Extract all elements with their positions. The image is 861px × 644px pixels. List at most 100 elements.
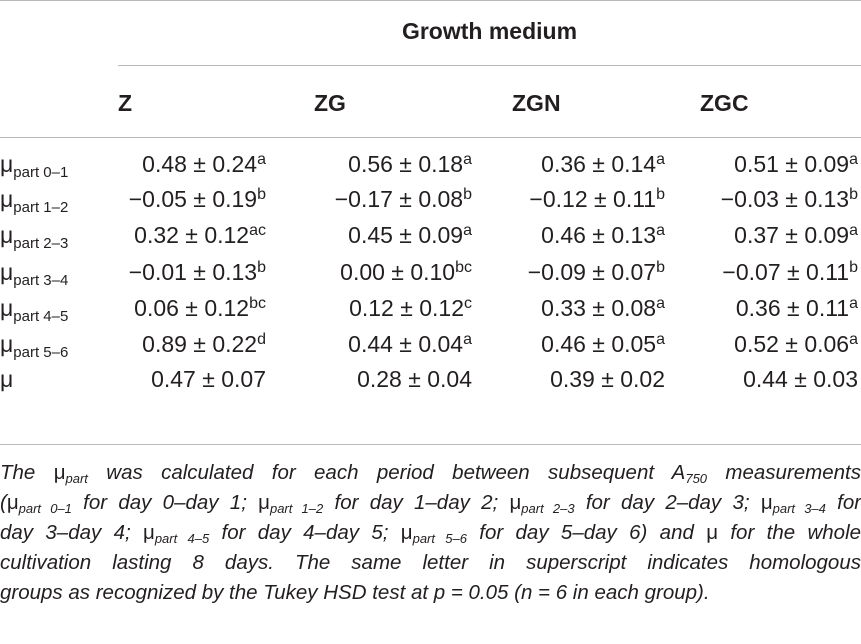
table-cell: −0.12 ± 0.11b	[529, 182, 665, 216]
cell-value: 0.33 ± 0.08	[541, 295, 657, 321]
cell-value: −0.12 ± 0.11	[529, 186, 657, 212]
table-cell: −0.09 ± 0.07b	[528, 255, 665, 289]
table-cell: 0.56 ± 0.18a	[348, 147, 472, 181]
cell-value: 0.51 ± 0.09	[734, 151, 850, 177]
table-cell: 0.36 ± 0.11a	[736, 291, 858, 325]
cell-group-letter: a	[656, 331, 665, 348]
table-cell: −0.05 ± 0.19b	[129, 182, 266, 216]
table-row: μpart 4–5 0.06 ± 0.12bc 0.12 ± 0.12c 0.33 ±…	[0, 291, 861, 325]
cell-value: 0.44 ± 0.04	[348, 331, 464, 357]
column-header-zgn: ZGN	[512, 90, 561, 116]
table-cell: 0.47 ± 0.07	[151, 362, 266, 396]
cell-value: 0.32 ± 0.12	[134, 222, 250, 248]
cell-group-letter: b	[257, 186, 266, 203]
table-cell: 0.48 ± 0.24a	[142, 147, 266, 181]
cell-group-letter: b	[849, 259, 858, 276]
row-label: μpart 3–4	[0, 255, 68, 289]
table-row: μpart 5–6 0.89 ± 0.22d 0.44 ± 0.04a 0.46 ± …	[0, 327, 861, 361]
table-cell: 0.06 ± 0.12bc	[134, 291, 266, 325]
table-cell: 0.89 ± 0.22d	[142, 327, 266, 361]
cell-group-letter: a	[849, 151, 858, 168]
row-label: μpart 1–2	[0, 182, 68, 216]
cell-value: −0.05 ± 0.19	[128, 186, 258, 212]
table-cell: 0.12 ± 0.12c	[349, 291, 472, 325]
cell-value: 0.39 ± 0.02	[550, 366, 665, 392]
row-label-subscript: part 0–1	[13, 164, 69, 181]
table-cell: 0.36 ± 0.14a	[541, 147, 665, 181]
row-label-symbol: μ	[0, 222, 14, 248]
cell-value: 0.06 ± 0.12	[134, 295, 250, 321]
row-label: μpart 0–1	[0, 147, 68, 181]
cell-value: 0.56 ± 0.18	[348, 151, 464, 177]
cell-group-letter: b	[463, 186, 472, 203]
footnote-line-4: cultivation lasting 8 days. The same let…	[0, 551, 861, 574]
table-cell: 0.00 ± 0.10bc	[340, 255, 472, 289]
table-cell: 0.51 ± 0.09a	[734, 147, 858, 181]
cell-value: 0.37 ± 0.09	[734, 222, 850, 248]
cell-group-letter: a	[849, 295, 858, 312]
cell-value: 0.12 ± 0.12	[349, 295, 464, 321]
column-header-zgc: ZGC	[700, 90, 749, 116]
cell-group-letter: d	[257, 331, 266, 348]
header-rule	[0, 137, 861, 138]
row-label-symbol: μ	[0, 331, 14, 357]
cell-group-letter: bc	[455, 259, 472, 276]
table-footnote: The μpart was calculated for each period…	[0, 458, 861, 608]
group-header: Growth medium	[401, 18, 578, 44]
row-label: μpart 2–3	[0, 218, 68, 252]
column-header-z: Z	[118, 90, 133, 116]
cell-value: 0.44 ± 0.03	[743, 366, 858, 392]
cell-group-letter: a	[463, 222, 472, 239]
cell-value: 0.28 ± 0.04	[357, 366, 472, 392]
footnote-line-3: day 3–day 4; μpart 4–5 for day 4–day 5; …	[0, 521, 861, 546]
cell-group-letter: a	[849, 331, 858, 348]
cell-group-letter: ac	[249, 222, 266, 239]
row-label: μpart 4–5	[0, 291, 68, 325]
cell-group-letter: a	[656, 295, 665, 312]
row-label: μ	[0, 362, 13, 396]
cell-group-letter: b	[656, 186, 665, 203]
cell-group-letter: b	[849, 186, 858, 203]
cell-group-letter: a	[463, 151, 472, 168]
cell-value: 0.48 ± 0.24	[142, 151, 258, 177]
table-row: μpart 2–3 0.32 ± 0.12ac 0.45 ± 0.09a 0.46 ±…	[0, 218, 861, 252]
cell-value: 0.89 ± 0.22	[142, 331, 258, 357]
row-label-symbol: μ	[0, 366, 14, 392]
cell-value: 0.46 ± 0.13	[541, 222, 657, 248]
footnote-line-5: groups as recognized by the Tukey HSD te…	[0, 581, 710, 604]
table-cell: 0.44 ± 0.04a	[348, 327, 472, 361]
table-row: μpart 1–2 −0.05 ± 0.19b −0.17 ± 0.08b −0.12…	[0, 182, 861, 216]
footnote-line-1: The μpart was calculated for each period…	[0, 461, 861, 486]
table-cell: 0.32 ± 0.12ac	[134, 218, 266, 252]
cell-value: 0.46 ± 0.05	[541, 331, 657, 357]
table-cell: 0.39 ± 0.02	[550, 362, 665, 396]
table-cell: 0.45 ± 0.09a	[348, 218, 472, 252]
cell-value: 0.00 ± 0.10	[340, 259, 456, 285]
row-label-symbol: μ	[0, 295, 14, 321]
cell-group-letter: a	[849, 222, 858, 239]
cell-value: 0.52 ± 0.06	[734, 331, 850, 357]
table-cell: 0.52 ± 0.06a	[734, 327, 858, 361]
row-label-subscript: part 5–6	[13, 344, 69, 361]
table-cell: 0.33 ± 0.08a	[541, 291, 665, 325]
table-cell: −0.01 ± 0.13b	[129, 255, 266, 289]
cell-group-letter: a	[257, 151, 266, 168]
cell-value: −0.09 ± 0.07	[527, 259, 657, 285]
table-row: μpart 3–4 −0.01 ± 0.13b 0.00 ± 0.10bc −0.09…	[0, 255, 861, 289]
row-label-subscript: part 1–2	[13, 199, 69, 216]
cell-value: 0.36 ± 0.11	[735, 295, 850, 321]
cell-value: 0.36 ± 0.14	[541, 151, 657, 177]
table-cell: 0.46 ± 0.05a	[541, 327, 665, 361]
table-cell: −0.03 ± 0.13b	[721, 182, 858, 216]
bottom-rule	[0, 444, 861, 445]
footnote-line-2: (μpart 0–1 for day 0–day 1; μpart 1–2 fo…	[0, 491, 861, 516]
cell-value: 0.45 ± 0.09	[348, 222, 464, 248]
table-row: μ 0.47 ± 0.07 0.28 ± 0.04 0.39 ± 0.02 0.44 ±…	[0, 362, 861, 396]
table-cell: −0.17 ± 0.08b	[335, 182, 472, 216]
row-label-subscript: part 2–3	[13, 235, 69, 252]
cell-value: −0.01 ± 0.13	[128, 259, 258, 285]
cell-group-letter: b	[257, 259, 266, 276]
cell-value: −0.07 ± 0.11	[722, 259, 850, 285]
row-label-subscript: part 3–4	[13, 272, 69, 289]
cell-value: −0.17 ± 0.08	[334, 186, 464, 212]
